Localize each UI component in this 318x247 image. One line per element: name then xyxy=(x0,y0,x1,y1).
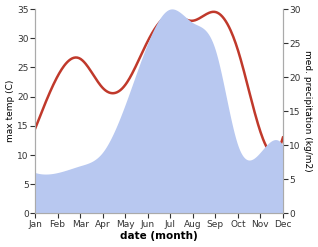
Y-axis label: med. precipitation (kg/m2): med. precipitation (kg/m2) xyxy=(303,50,313,172)
X-axis label: date (month): date (month) xyxy=(120,231,198,242)
Y-axis label: max temp (C): max temp (C) xyxy=(5,80,15,143)
